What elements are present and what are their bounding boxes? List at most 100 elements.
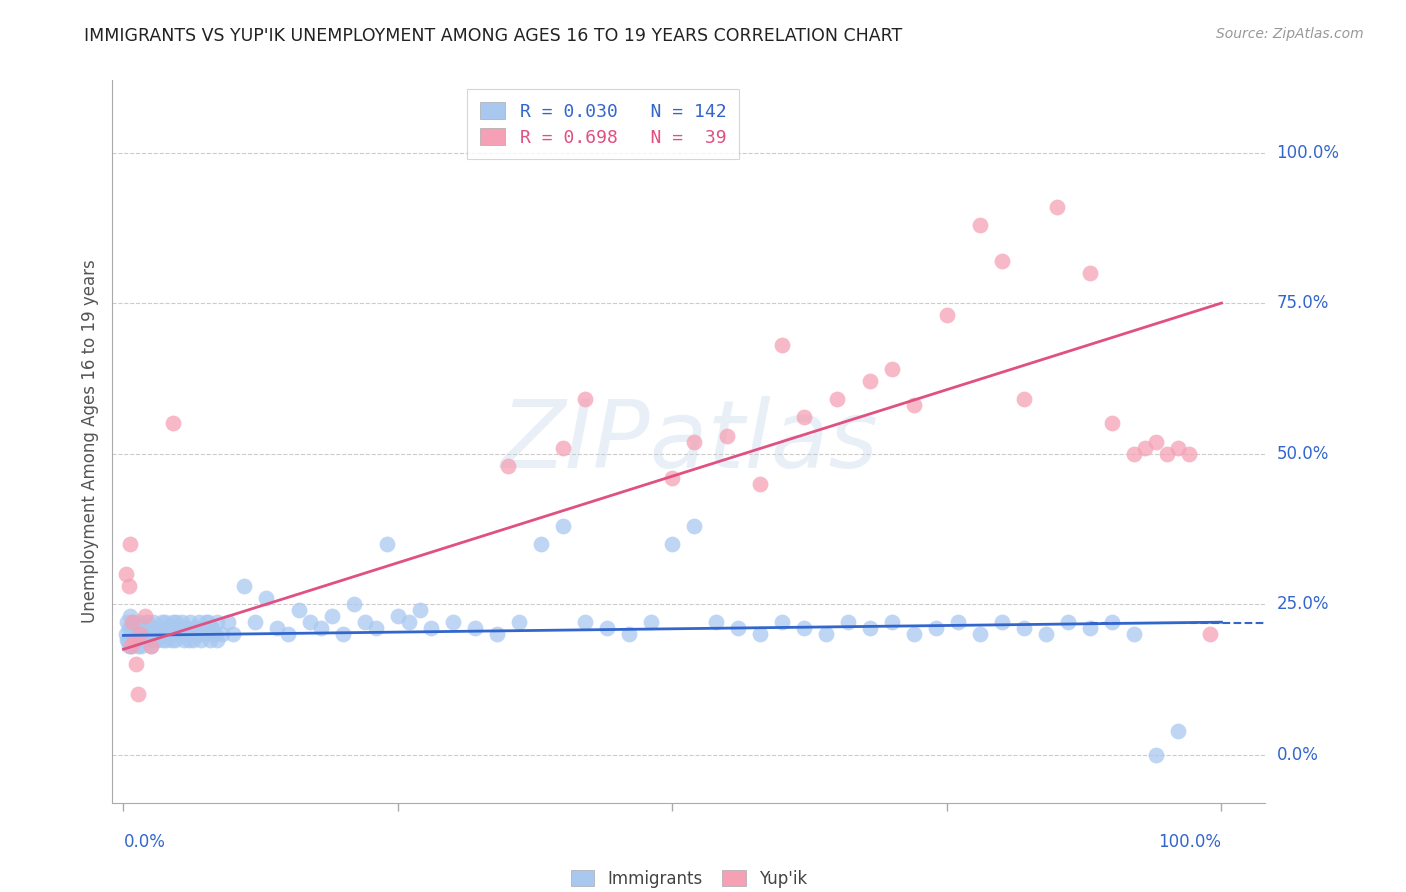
Point [148, 621, 170, 635]
Point [124, 633, 146, 648]
Point [969, 627, 991, 641]
Point [1199, 627, 1222, 641]
Point [217, 615, 239, 630]
Point [118, 579, 141, 593]
Point [145, 627, 167, 641]
Point [343, 597, 366, 611]
Point [1046, 200, 1069, 214]
Point [936, 308, 959, 322]
Point [139, 621, 162, 635]
Point [143, 633, 166, 648]
Point [141, 627, 163, 641]
Point [1035, 627, 1057, 641]
Point [160, 633, 183, 648]
Point [727, 621, 749, 635]
Point [179, 633, 201, 648]
Point [211, 627, 233, 641]
Point [165, 615, 187, 630]
Point [419, 621, 441, 635]
Point [387, 609, 409, 624]
Point [143, 627, 166, 641]
Point [194, 627, 217, 641]
Point [169, 627, 191, 641]
Point [508, 615, 530, 630]
Point [299, 615, 322, 630]
Point [149, 627, 172, 641]
Point [1156, 446, 1178, 460]
Point [128, 615, 150, 630]
Point [205, 615, 228, 630]
Point [173, 627, 195, 641]
Point [124, 621, 146, 635]
Point [134, 627, 156, 641]
Point [139, 639, 162, 653]
Point [683, 519, 706, 533]
Point [134, 621, 156, 635]
Point [880, 362, 903, 376]
Text: 50.0%: 50.0% [1277, 444, 1329, 463]
Text: ZIPatlas: ZIPatlas [501, 396, 877, 487]
Point [364, 621, 387, 635]
Text: 0.0%: 0.0% [124, 833, 166, 851]
Point [121, 615, 143, 630]
Point [121, 627, 143, 641]
Point [683, 434, 706, 449]
Point [409, 603, 432, 617]
Point [142, 615, 165, 630]
Point [142, 621, 165, 635]
Point [138, 627, 160, 641]
Point [174, 621, 197, 635]
Point [114, 567, 136, 582]
Point [129, 639, 152, 653]
Point [122, 627, 145, 641]
Point [162, 615, 184, 630]
Point [201, 621, 224, 635]
Point [496, 458, 519, 473]
Point [837, 615, 859, 630]
Point [120, 639, 142, 653]
Point [793, 410, 815, 425]
Text: Source: ZipAtlas.com: Source: ZipAtlas.com [1216, 27, 1364, 41]
Point [1144, 434, 1167, 449]
Point [946, 615, 969, 630]
Point [134, 609, 156, 624]
Point [1167, 441, 1189, 455]
Point [162, 417, 184, 431]
Point [770, 615, 793, 630]
Point [120, 639, 142, 653]
Point [332, 627, 354, 641]
Point [793, 621, 815, 635]
Point [131, 633, 153, 648]
Point [1012, 621, 1035, 635]
Point [190, 633, 212, 648]
Point [149, 621, 172, 635]
Point [204, 627, 226, 641]
Point [749, 627, 772, 641]
Point [129, 627, 152, 641]
Point [131, 627, 153, 641]
Point [155, 633, 177, 648]
Point [127, 639, 149, 653]
Point [321, 609, 343, 624]
Text: IMMIGRANTS VS YUP'IK UNEMPLOYMENT AMONG AGES 16 TO 19 YEARS CORRELATION CHART: IMMIGRANTS VS YUP'IK UNEMPLOYMENT AMONG … [84, 27, 903, 45]
Point [770, 338, 793, 352]
Point [661, 537, 683, 551]
Point [184, 621, 207, 635]
Point [1133, 441, 1156, 455]
Point [574, 392, 596, 407]
Point [969, 218, 991, 232]
Text: 100.0%: 100.0% [1159, 833, 1222, 851]
Point [640, 615, 662, 630]
Point [166, 621, 188, 635]
Point [156, 627, 179, 641]
Point [153, 627, 176, 641]
Point [146, 633, 169, 648]
Point [118, 537, 141, 551]
Point [222, 627, 245, 641]
Point [1056, 615, 1078, 630]
Point [1101, 615, 1123, 630]
Point [129, 627, 152, 641]
Point [194, 615, 217, 630]
Point [661, 471, 683, 485]
Point [159, 627, 181, 641]
